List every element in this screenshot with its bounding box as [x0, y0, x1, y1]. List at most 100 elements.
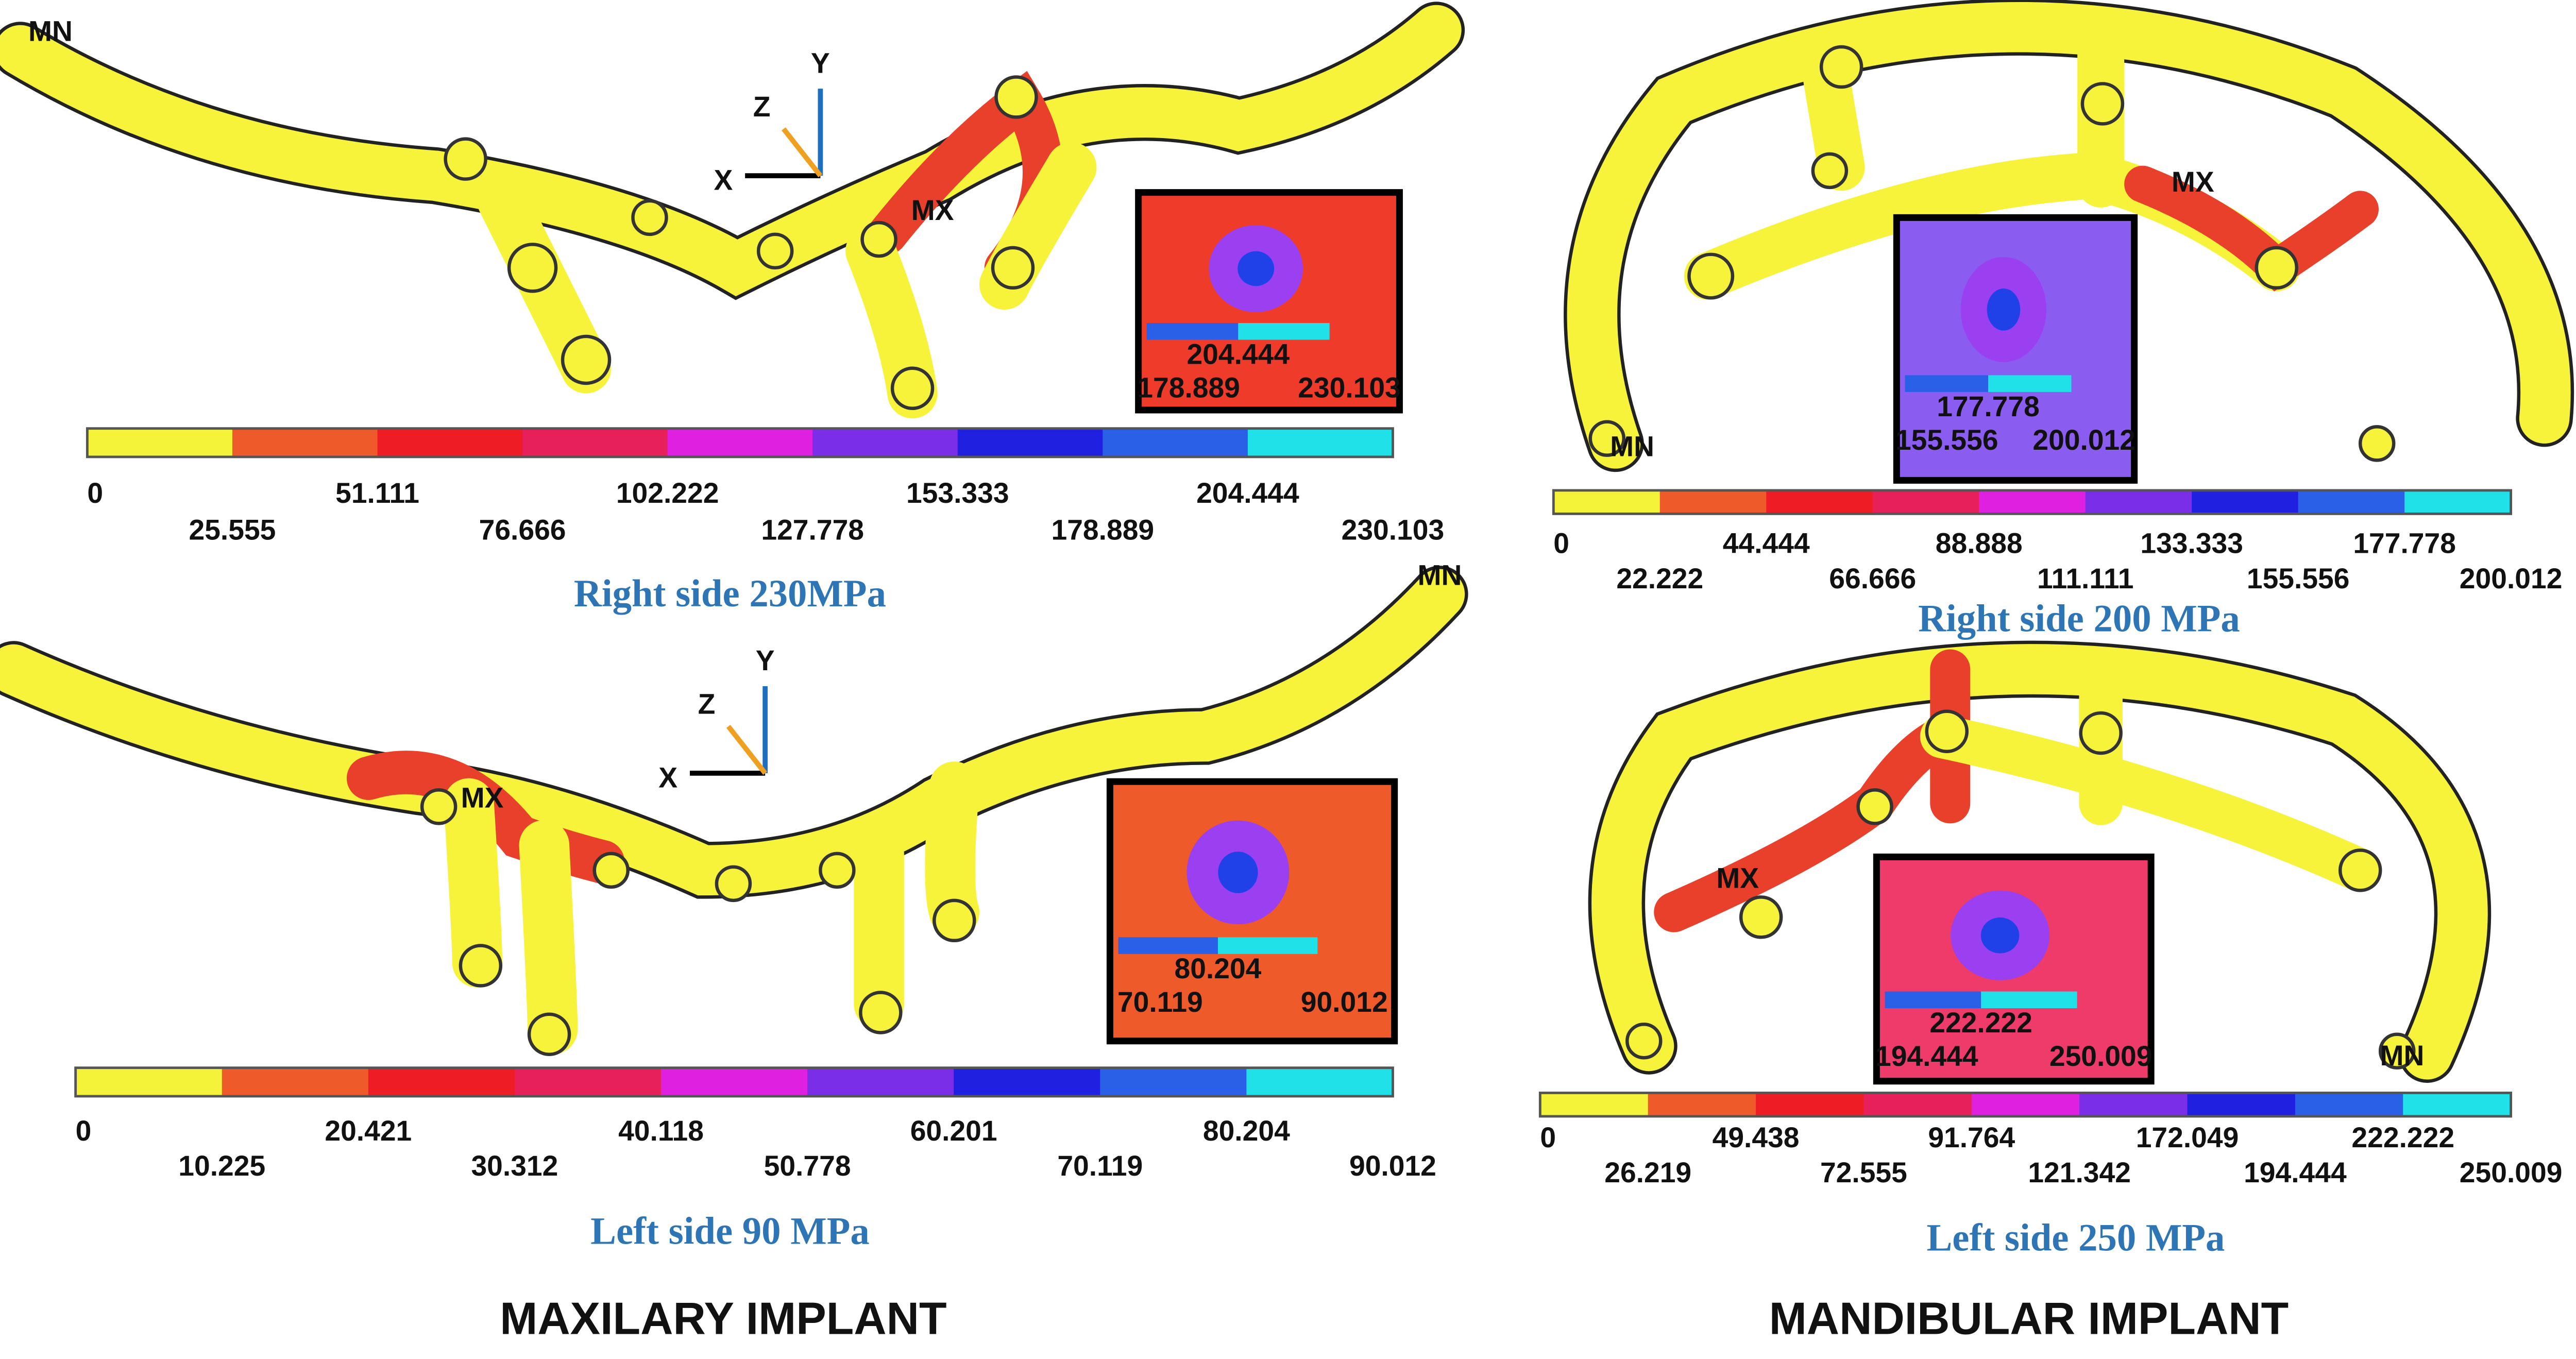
max-label: MX: [461, 782, 504, 814]
color-bar-segment: [2295, 1093, 2404, 1116]
scale-label: 22.222: [1616, 563, 1703, 594]
scale-label: 88.888: [1936, 528, 2023, 559]
inset-bar: [1905, 375, 1989, 392]
scale-label: 44.444: [1723, 528, 1810, 559]
color-bar-segment: [377, 428, 523, 457]
inset-label: 250.009: [2049, 1040, 2153, 1072]
scale-label: 51.111: [335, 477, 419, 509]
implant-model: [1564, 0, 2574, 472]
inset-label: 222.222: [1929, 1007, 2032, 1039]
panel-title: Left side 250 MPa: [1926, 1217, 2225, 1260]
color-bar-segment: [2404, 490, 2512, 514]
inset-frame: [1106, 778, 1398, 1045]
color-bar-segment: [2298, 490, 2405, 514]
inset-stress: [1238, 251, 1275, 286]
color-bar-segment: [1246, 1067, 1394, 1096]
panel-title: Right side 200 MPa: [1918, 598, 2240, 640]
color-bar-segment: [1872, 490, 1980, 514]
inset-frame: [1893, 214, 2138, 484]
inset-label: 204.444: [1187, 338, 1290, 370]
inset-label: 80.204: [1174, 953, 1261, 984]
color-bar-segment: [222, 1067, 369, 1096]
color-bar-segment: [1971, 1093, 2080, 1116]
color-bar-segment: [1648, 1093, 1757, 1116]
color-bar-segment: [87, 428, 233, 457]
inset-label: 200.012: [2032, 424, 2136, 456]
color-bar-segment: [2187, 1093, 2296, 1116]
color-bar-segment: [1103, 428, 1249, 457]
color-bar-segment: [807, 1067, 955, 1096]
scale-label: 50.778: [764, 1150, 851, 1182]
color-bar-segment: [1756, 1093, 1865, 1116]
panel-title: Right side 230MPa: [574, 572, 886, 615]
color-bar-segment: [75, 1067, 223, 1096]
color-bar-segment: [1553, 490, 1661, 514]
axis-label: Y: [756, 644, 775, 676]
inset-bar: [1885, 991, 1981, 1009]
scale-label: 204.444: [1196, 477, 1299, 509]
axis-label: Z: [753, 91, 771, 123]
inset-bar: [1118, 937, 1218, 954]
inset-bar: [1981, 991, 2077, 1009]
inset-bar: [1988, 375, 2072, 392]
color-bar-segment: [368, 1067, 516, 1096]
color-bar-segment: [1247, 428, 1394, 457]
min-label: MN: [2380, 1040, 2425, 1072]
inset-stress: [1987, 288, 2021, 331]
color-bar-segment: [2192, 490, 2299, 514]
scale-label: 0: [1553, 528, 1569, 559]
color-bar-frame: [74, 1066, 1394, 1098]
color-bar-segment: [2085, 490, 2193, 514]
inset-stress: [1980, 917, 2020, 954]
color-bar-segment: [2403, 1093, 2512, 1116]
scale-label: 0: [76, 1115, 92, 1147]
scale-label: 200.012: [2460, 563, 2563, 594]
scale-label: 172.049: [2136, 1122, 2239, 1153]
scale-label: 26.219: [1604, 1157, 1691, 1188]
inset-label: 194.444: [1875, 1040, 1978, 1072]
inset-stress: [1218, 852, 1258, 893]
section-heading: MAXILARY IMPLANT: [500, 1294, 946, 1344]
scale-label: 0: [87, 477, 103, 509]
scale-label: 153.333: [906, 477, 1009, 509]
scale-label: 177.778: [2353, 528, 2456, 559]
axis-label: X: [658, 762, 677, 794]
color-bar-segment: [661, 1067, 808, 1096]
scale-label: 194.444: [2244, 1157, 2347, 1188]
color-bar-segment: [1766, 490, 1874, 514]
scale-label: 72.555: [1820, 1157, 1907, 1188]
max-label: MX: [1716, 862, 1759, 894]
scale-label: 133.333: [2140, 528, 2243, 559]
scale-label: 40.118: [618, 1115, 704, 1147]
scale-label: 250.009: [2460, 1157, 2563, 1188]
scale-label: 222.222: [2351, 1122, 2454, 1153]
implant-model: [1588, 640, 2492, 1083]
scale-label: 102.222: [616, 477, 719, 509]
scale-label: 121.342: [2028, 1157, 2131, 1188]
color-bar-frame: [1538, 1092, 2513, 1118]
scale-label: 127.778: [761, 514, 864, 546]
inset-bar: [1217, 937, 1318, 954]
color-bar-segment: [1863, 1093, 1973, 1116]
color-bar-frame: [86, 427, 1394, 458]
scale-label: 30.312: [471, 1150, 558, 1182]
scale-label: 0: [1540, 1122, 1556, 1153]
color-bar-segment: [1100, 1067, 1247, 1096]
color-bar-segment: [812, 428, 959, 457]
color-bar-frame: [1552, 489, 2513, 515]
axis-label: Y: [811, 47, 830, 79]
inset-label: 90.012: [1301, 986, 1388, 1018]
scale-label: 230.103: [1342, 514, 1445, 546]
scale-label: 76.666: [479, 514, 566, 546]
max-label: MX: [2172, 166, 2214, 198]
color-bar-segment: [957, 428, 1104, 457]
color-bar-segment: [522, 428, 669, 457]
min-label: MN: [28, 15, 73, 47]
scale-label: 49.438: [1713, 1122, 1800, 1153]
scale-label: 91.764: [1928, 1122, 2015, 1153]
scale-label: 66.666: [1829, 563, 1916, 594]
scale-label: 25.555: [189, 514, 276, 546]
min-label: MN: [1417, 559, 1462, 591]
color-bar-segment: [954, 1067, 1101, 1096]
